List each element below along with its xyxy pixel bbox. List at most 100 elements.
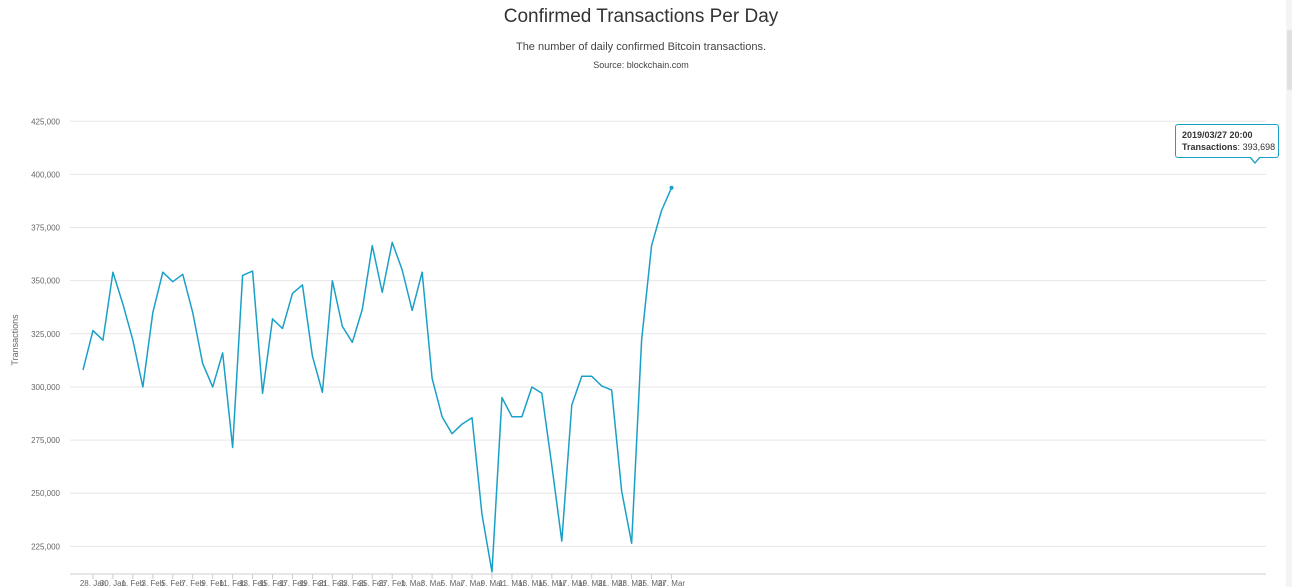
- data-point[interactable]: [130, 337, 136, 343]
- data-point[interactable]: [150, 310, 156, 316]
- data-point[interactable]: [339, 323, 345, 329]
- x-tick-label: 27. Mar: [658, 579, 685, 587]
- data-point[interactable]: [439, 414, 445, 420]
- data-point[interactable]: [569, 402, 575, 408]
- chart-title: Confirmed Transactions Per Day: [503, 6, 779, 27]
- series-line[interactable]: [82, 187, 673, 573]
- data-point[interactable]: [429, 375, 435, 381]
- data-point[interactable]: [579, 373, 585, 379]
- x-tick-label: 17. Mar: [558, 579, 585, 587]
- data-point[interactable]: [110, 269, 116, 275]
- data-point[interactable]: [419, 269, 425, 275]
- data-point[interactable]: [190, 310, 196, 316]
- x-tick-label: 11. Mar: [499, 579, 526, 587]
- hover-marker: [669, 185, 674, 190]
- data-point[interactable]: [240, 272, 246, 278]
- x-tick-label: 23. Mar: [618, 579, 645, 587]
- data-point[interactable]: [120, 301, 126, 307]
- data-point[interactable]: [599, 383, 605, 389]
- data-point[interactable]: [230, 445, 236, 451]
- data-point[interactable]: [260, 390, 266, 396]
- x-tick-label: 11. Feb: [219, 579, 246, 587]
- data-point[interactable]: [639, 337, 645, 343]
- data-point[interactable]: [549, 463, 555, 469]
- scrollbar-track[interactable]: [1286, 0, 1292, 587]
- data-point[interactable]: [629, 540, 635, 546]
- data-point[interactable]: [559, 538, 565, 544]
- x-tick-label: 13. Mar: [518, 579, 545, 587]
- data-point[interactable]: [90, 328, 96, 334]
- data-point[interactable]: [399, 267, 405, 273]
- data-point[interactable]: [329, 278, 335, 284]
- x-tick-label: 1. Feb: [122, 579, 145, 587]
- x-tick-label: 23. Feb: [339, 579, 367, 587]
- data-point[interactable]: [309, 353, 315, 359]
- data-point[interactable]: [289, 290, 295, 296]
- y-axis-title: Transactions: [10, 314, 20, 366]
- data-point[interactable]: [200, 361, 206, 367]
- data-point[interactable]: [100, 337, 106, 343]
- x-tick-label: 30. Jan: [100, 579, 126, 587]
- data-point[interactable]: [659, 208, 665, 214]
- x-tick-label: 19. Mar: [578, 579, 605, 587]
- x-tick-label: 1. Mar: [401, 579, 424, 587]
- x-tick-label: 5. Mar: [441, 579, 464, 587]
- data-point[interactable]: [619, 488, 625, 494]
- data-point[interactable]: [449, 431, 455, 437]
- grid-lines: [70, 120, 1266, 575]
- data-point[interactable]: [479, 511, 485, 517]
- y-tick-label: 225,000: [31, 542, 60, 551]
- scrollbar-thumb[interactable]: [1287, 30, 1292, 90]
- y-tick-label: 325,000: [31, 330, 60, 339]
- data-point[interactable]: [170, 279, 176, 285]
- data-point[interactable]: [539, 390, 545, 396]
- data-point[interactable]: [140, 384, 146, 390]
- data-point[interactable]: [220, 350, 226, 356]
- x-tick-label: 21. Mar: [598, 579, 625, 587]
- data-point[interactable]: [409, 307, 415, 313]
- data-point[interactable]: [489, 569, 495, 575]
- x-tick-label: 9. Feb: [201, 579, 224, 587]
- series-transactions[interactable]: [80, 185, 675, 575]
- x-tick-label: 25. Mar: [638, 579, 665, 587]
- data-point[interactable]: [389, 239, 395, 245]
- data-point[interactable]: [319, 389, 325, 395]
- data-point[interactable]: [299, 282, 305, 288]
- data-point[interactable]: [250, 268, 256, 274]
- data-point[interactable]: [349, 339, 355, 345]
- data-point[interactable]: [210, 384, 216, 390]
- tooltip-value: 393,698: [1242, 142, 1276, 152]
- data-point[interactable]: [609, 387, 615, 393]
- x-tick-label: 3. Mar: [421, 579, 444, 587]
- y-tick-label: 275,000: [31, 436, 60, 445]
- data-point[interactable]: [80, 367, 86, 373]
- y-tick-label: 375,000: [31, 224, 60, 233]
- x-tick-label: 5. Feb: [161, 579, 184, 587]
- x-tick-label: 27. Feb: [379, 579, 407, 587]
- data-point[interactable]: [649, 243, 655, 249]
- tooltip-separator: :: [1237, 142, 1241, 152]
- data-point[interactable]: [519, 414, 525, 420]
- data-point[interactable]: [499, 395, 505, 401]
- tooltip-caret-inner: [1250, 156, 1260, 162]
- data-point[interactable]: [379, 289, 385, 295]
- data-point[interactable]: [160, 269, 166, 275]
- data-point[interactable]: [369, 243, 375, 249]
- x-tick-label: 25. Feb: [359, 579, 387, 587]
- data-point[interactable]: [589, 373, 595, 379]
- data-point[interactable]: [359, 306, 365, 312]
- data-point[interactable]: [529, 384, 535, 390]
- chart-source: Source: blockchain.com: [593, 60, 689, 70]
- x-tick-label: 28. Jan: [80, 579, 106, 587]
- data-point[interactable]: [469, 415, 475, 421]
- data-point[interactable]: [280, 325, 286, 331]
- x-tick-label: 21. Feb: [319, 579, 347, 587]
- x-tick-label: 7. Feb: [181, 579, 204, 587]
- data-tooltip: 2019/03/27 20:00 Transactions: 393,698: [1175, 124, 1279, 158]
- data-point[interactable]: [509, 414, 515, 420]
- data-point[interactable]: [180, 271, 186, 277]
- data-point[interactable]: [459, 421, 465, 427]
- x-tick-label: 9. Mar: [481, 579, 504, 587]
- data-point[interactable]: [270, 316, 276, 322]
